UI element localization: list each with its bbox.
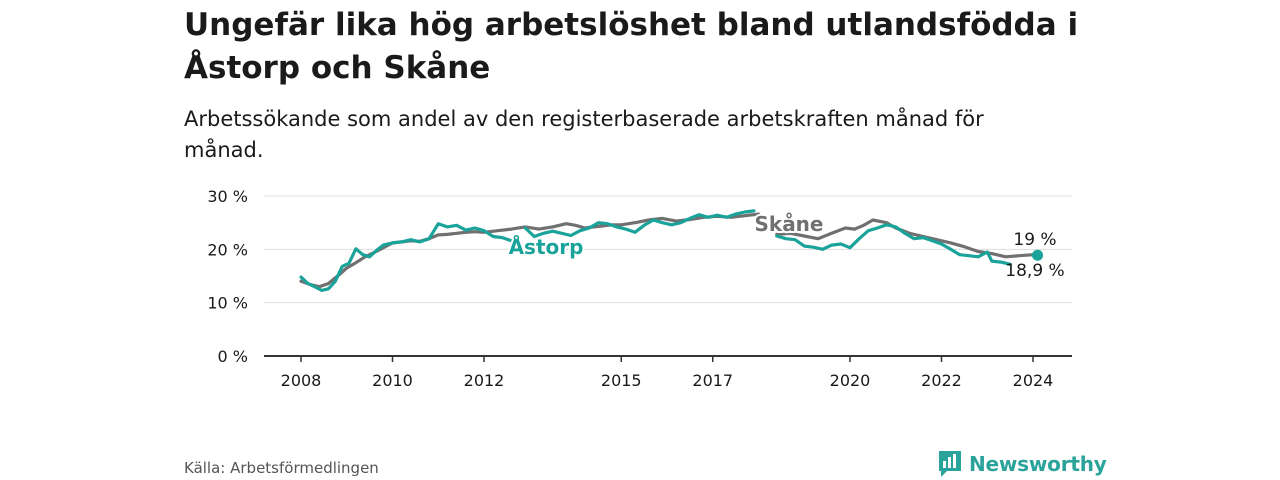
y-tick-label: 20 %	[207, 240, 248, 259]
brand-name: Newsworthy	[969, 452, 1107, 476]
annotation-skane: Skåne	[754, 212, 823, 236]
chart-title: Ungefär lika hög arbetslöshet bland utla…	[184, 7, 1079, 86]
x-tick-label: 2012	[464, 371, 505, 390]
end-label-astorp: 18,9 %	[1005, 261, 1064, 281]
x-tick-label: 2015	[601, 371, 642, 390]
x-tick-label: 2010	[372, 371, 413, 390]
y-tick-label: 0 %	[218, 347, 248, 366]
endpoint-astorp	[1032, 249, 1044, 261]
x-tick-label: 2008	[281, 371, 322, 390]
y-tick-label: 10 %	[207, 294, 248, 313]
annotation-astorp: Åstorp	[509, 235, 584, 259]
end-label-skane: 19 %	[1013, 230, 1056, 250]
x-tick-label: 2024	[1013, 371, 1054, 390]
source-note: Källa: Arbetsförmedlingen	[184, 459, 379, 477]
x-tick-label: 2020	[830, 371, 871, 390]
x-tick-label: 2017	[692, 371, 733, 390]
y-tick-label: 30 %	[207, 187, 248, 206]
series-line-astorp	[299, 209, 1040, 292]
chart-subtitle: Arbetssökande som andel av den registerb…	[184, 107, 984, 162]
x-tick-label: 2022	[921, 371, 962, 390]
brand-logo: Newsworthy	[937, 449, 1107, 479]
newsworthy-logo-icon	[939, 451, 961, 477]
